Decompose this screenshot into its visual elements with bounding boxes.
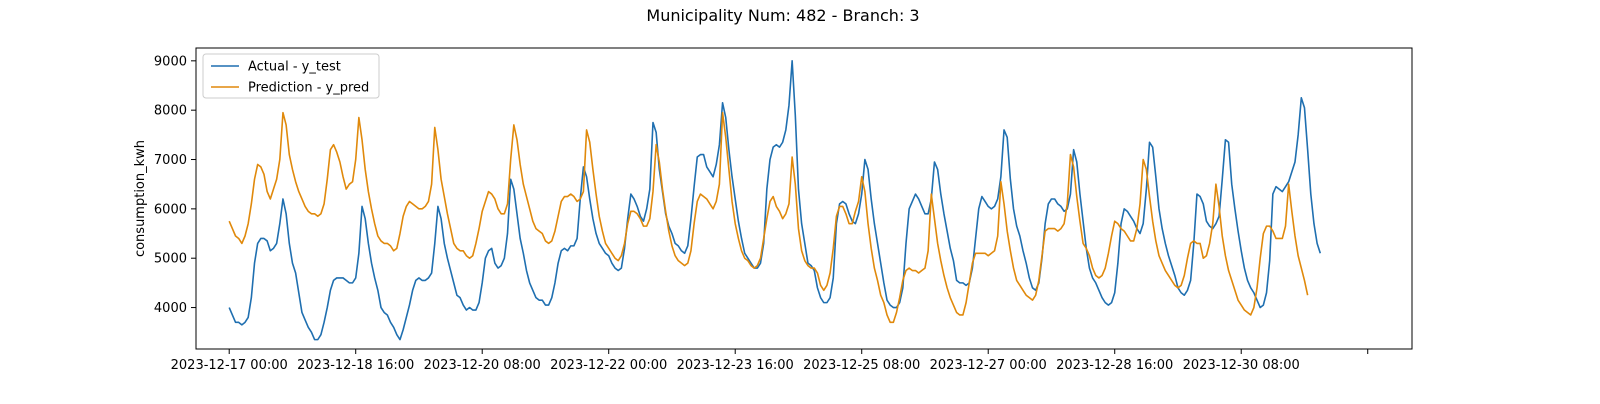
plot-area: 4000 5000 6000 7000 8000 9000 2023-12-17 00:00… — [154, 47, 1413, 373]
legend-box — [202, 53, 380, 99]
x-tick-label: 2023-12-28 16:00 — [1056, 358, 1173, 373]
y-tick-label: 4000 — [154, 301, 187, 316]
legend: Actual - y_test Prediction - y_pred — [202, 53, 380, 99]
axes-frame — [195, 47, 1413, 350]
y-tick-label: 6000 — [154, 202, 187, 217]
x-tick-label: 2023-12-17 00:00 — [171, 358, 288, 373]
y-tick-label: 7000 — [154, 153, 187, 168]
legend-label-1: Actual - y_test — [248, 60, 341, 75]
legend-label-2: Prediction - y_pred — [248, 81, 369, 96]
x-tick-label: 2023-12-18 16:00 — [297, 358, 414, 373]
figure-title: Municipality Num: 482 - Branch: 3 — [646, 6, 919, 25]
y-axis-label: consumption_kwh — [133, 140, 148, 257]
y-tick-label: 5000 — [154, 252, 187, 267]
x-tick-label: 2023-12-30 08:00 — [1183, 358, 1300, 373]
x-tick-label: 2023-12-23 16:00 — [677, 358, 794, 373]
series-line-1 — [228, 60, 1322, 341]
x-tick-label: 2023-12-22 00:00 — [550, 358, 667, 373]
y-tick-label: 8000 — [154, 104, 187, 119]
x-tick-label: 2023-12-20 08:00 — [424, 358, 541, 373]
series-line-2 — [228, 111, 1309, 324]
x-tick-label: 2023-12-27 00:00 — [930, 358, 1047, 373]
y-tick-label: 9000 — [154, 54, 187, 69]
x-tick-label: 2023-12-25 08:00 — [803, 358, 920, 373]
